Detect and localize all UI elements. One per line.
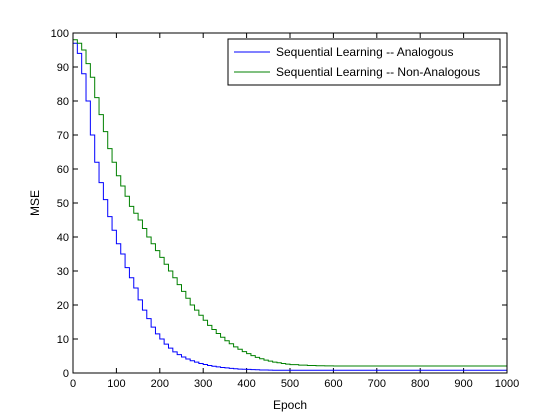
series-line-2 [73,39,507,367]
y-tick-label: 10 [57,334,69,346]
axes-frame [72,32,508,374]
legend: Sequential Learning -- Analogous Sequenti… [227,38,501,86]
y-tick-label: 30 [57,266,69,278]
y-tick-label: 40 [57,232,69,244]
y-tick-label: 50 [57,198,69,210]
x-tick-label: 600 [324,378,342,390]
x-tick-label: 900 [454,378,472,390]
legend-label-1: Sequential Learning -- Analogous [276,45,453,59]
x-tick-label: 700 [368,378,386,390]
x-tick-label: 300 [194,378,212,390]
y-tick-label: 20 [57,300,69,312]
y-tick-label: 90 [57,62,69,74]
x-tick-label: 500 [281,378,299,390]
x-axis-title: Epoch [273,398,307,412]
y-tick-label: 70 [57,130,69,142]
y-tick-label: 80 [57,96,69,108]
y-axis-title: MSE [28,190,42,216]
x-tick-label: 800 [411,378,429,390]
y-tick-label: 60 [57,164,69,176]
x-tick-label: 1000 [495,378,519,390]
y-tick-label: 100 [51,28,69,40]
legend-box [227,38,501,86]
x-tick-label: 400 [237,378,255,390]
y-tick-label: 0 [63,368,69,380]
x-tick-label: 100 [107,378,125,390]
series-line-1 [73,42,507,371]
x-tick-label: 200 [151,378,169,390]
axis-ticks: 0 100 200 300 400 500 600 700 800 900 1000 0 10 20 30 4… [51,28,520,390]
x-tick-label: 0 [70,378,76,390]
legend-label-2: Sequential Learning -- Non-Analogous [276,65,480,79]
series-lines [73,39,507,371]
